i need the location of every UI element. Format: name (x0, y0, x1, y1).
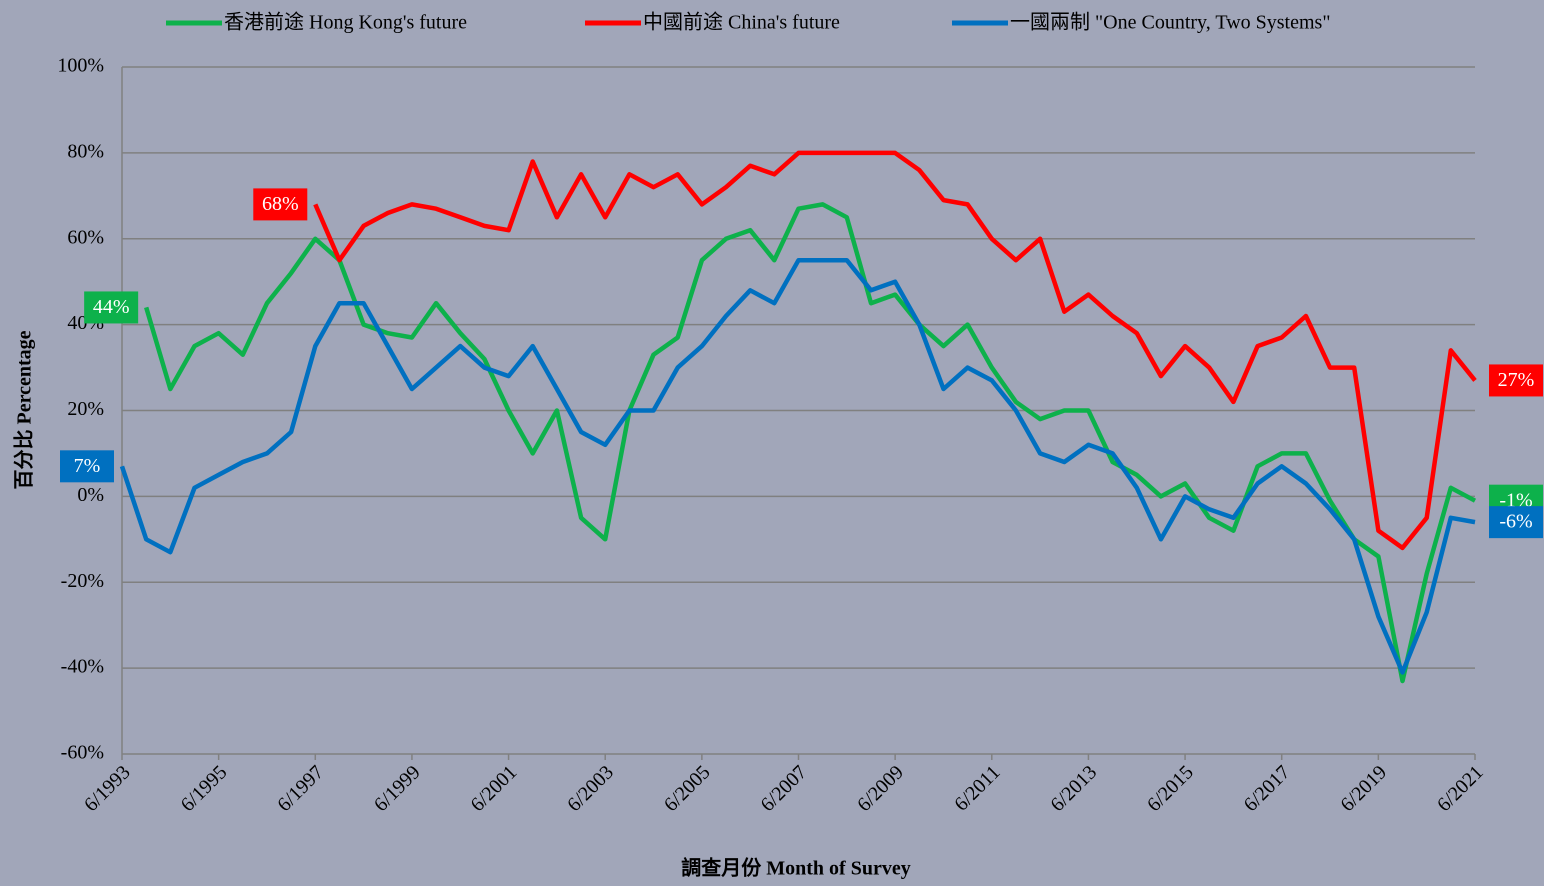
y-tick-label: -40% (61, 656, 104, 678)
x-tick-label: 6/2013 (1046, 761, 1101, 816)
x-tick-label: 6/2007 (756, 761, 811, 816)
value-label-box (1489, 364, 1543, 397)
value-label: 68% (262, 193, 299, 215)
legend-label: 中國前途 China's future (643, 11, 840, 34)
y-tick-label: -20% (61, 570, 104, 592)
y-tick-label: -60% (61, 742, 104, 764)
x-tick-label: 6/1997 (273, 761, 328, 816)
x-tick-label: 6/2001 (467, 761, 522, 816)
y-tick-label: 60% (67, 226, 104, 248)
value-label: 27% (1498, 369, 1535, 391)
value-label: -6% (1499, 511, 1532, 533)
value-label: -1% (1499, 489, 1532, 511)
x-tick-label: 6/2003 (563, 761, 618, 816)
x-tick-label: 6/2019 (1336, 761, 1391, 816)
value-label-box (60, 450, 114, 483)
value-label-box (84, 291, 139, 324)
x-tick-label: 6/1995 (177, 761, 232, 816)
y-tick-label: 100% (57, 55, 104, 77)
x-tick-label: 6/2009 (853, 761, 908, 816)
value-label: 7% (74, 455, 101, 477)
series-line (144, 202, 1477, 684)
y-tick-label: 0% (77, 484, 104, 506)
legend-label: 一國兩制 "One Country, Two Systems" (1010, 11, 1331, 34)
x-tick-label: 6/2011 (950, 761, 1004, 815)
x-tick-label: 6/1999 (370, 761, 425, 816)
value-label-box (1489, 506, 1543, 539)
value-label-box (253, 188, 308, 221)
legend-label: 香港前途 Hong Kong's future (224, 11, 467, 34)
x-tick-label: 6/2017 (1240, 761, 1295, 816)
y-axis-label: 百分比 Percentage (13, 330, 36, 489)
series-line (119, 257, 1476, 675)
series-line (313, 150, 1477, 551)
x-tick-label: 6/2005 (660, 761, 715, 816)
value-label: 44% (93, 296, 130, 318)
x-tick-label: 6/1993 (80, 761, 135, 816)
x-axis-label: 調查月份 Month of Survey (681, 856, 910, 880)
x-tick-label: 6/2015 (1143, 761, 1198, 816)
y-tick-label: 20% (67, 398, 104, 420)
x-tick-label: 6/2021 (1433, 761, 1488, 816)
y-tick-label: 80% (67, 140, 104, 162)
